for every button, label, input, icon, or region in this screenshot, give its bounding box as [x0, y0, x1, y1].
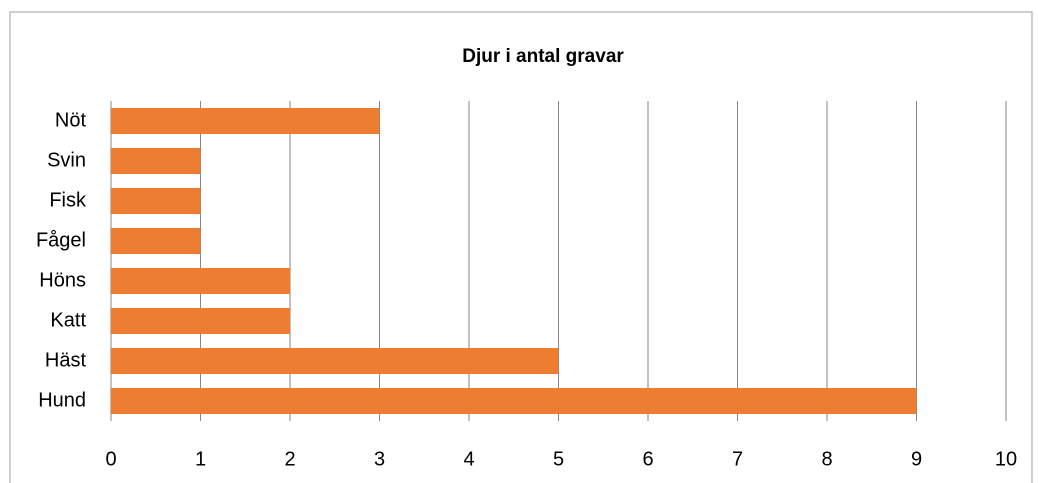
- x-tick-label: 0: [105, 448, 116, 470]
- x-tick-label: 5: [553, 448, 564, 470]
- y-tick-label: Hund: [38, 389, 86, 411]
- y-tick-label: Fågel: [36, 229, 86, 251]
- x-tick-label: 9: [911, 448, 922, 470]
- bar: [111, 268, 290, 294]
- bar: [111, 108, 380, 134]
- x-tick-label: 2: [284, 448, 295, 470]
- y-tick-label: Svin: [47, 149, 86, 171]
- y-tick-label: Katt: [50, 309, 86, 331]
- bar: [111, 308, 290, 334]
- x-tick-label: 3: [374, 448, 385, 470]
- x-tick-label: 4: [463, 448, 474, 470]
- x-tick-label: 8: [821, 448, 832, 470]
- x-tick-label: 10: [995, 448, 1017, 470]
- x-tick-label: 7: [732, 448, 743, 470]
- bar: [111, 348, 559, 374]
- bar: [111, 148, 201, 174]
- y-tick-label: Höns: [39, 269, 86, 291]
- x-tick-label: 6: [642, 448, 653, 470]
- x-tick-label: 1: [195, 448, 206, 470]
- bar: [111, 228, 201, 254]
- y-tick-label: Häst: [45, 349, 87, 371]
- bar: [111, 188, 201, 214]
- y-tick-label: Fisk: [49, 189, 87, 211]
- bar: [111, 388, 917, 414]
- chart-title: Djur i antal gravar: [462, 46, 624, 67]
- y-tick-label: Nöt: [55, 109, 87, 131]
